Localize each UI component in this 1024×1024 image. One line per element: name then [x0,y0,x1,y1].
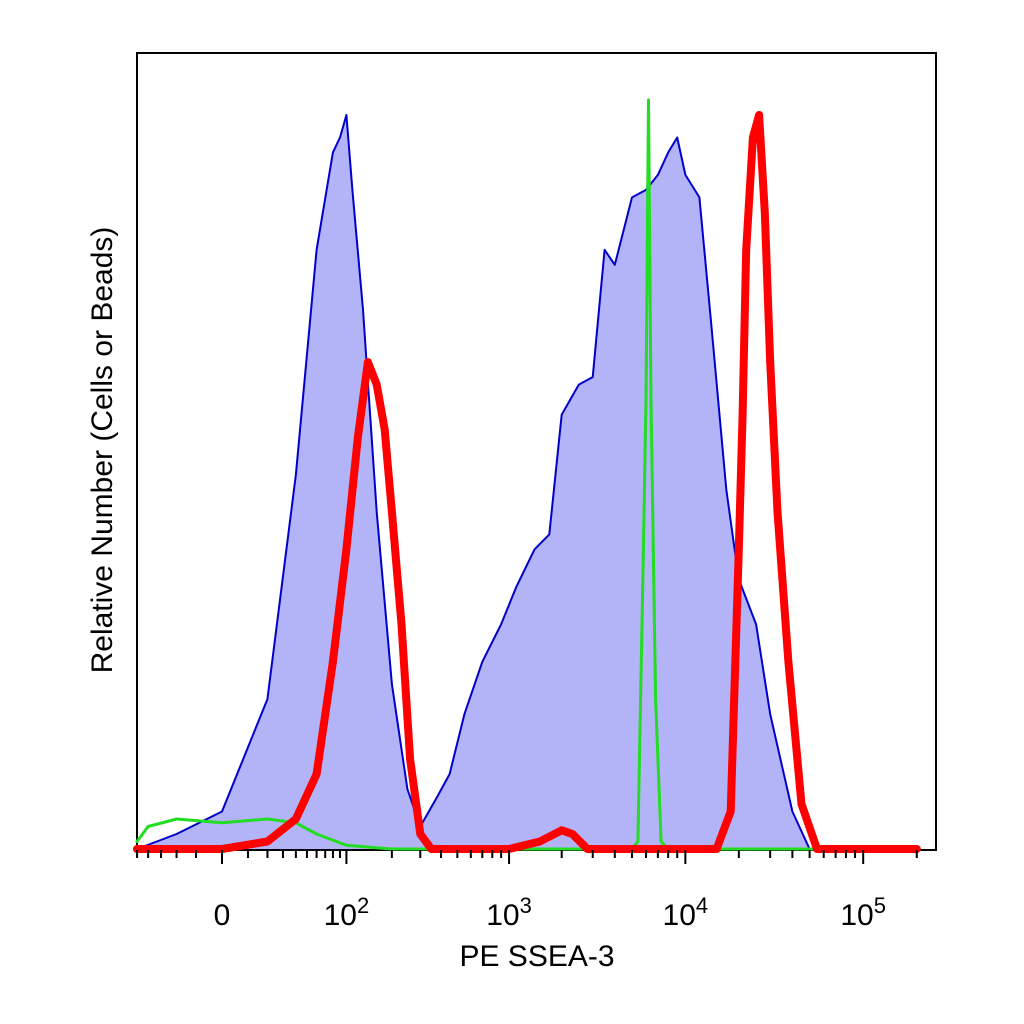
series-layer [133,98,921,853]
y-axis-label: Relative Number (Cells or Beads) [86,227,119,674]
series-2-line [133,111,921,853]
x-axis-label: PE SSEA-3 [459,940,614,973]
series-0-outline [136,114,811,850]
x-tick-label: 0 [214,899,231,932]
x-tick-label: 104 [663,893,709,932]
series-1-line [135,98,865,851]
x-tick-label: 105 [840,893,886,932]
x-axis-tick-labels: 0 102 103 104 105 [214,893,886,932]
x-axis-ticks [136,850,918,864]
x-tick-label: 102 [324,893,370,932]
x-tick-label: 103 [486,893,532,932]
